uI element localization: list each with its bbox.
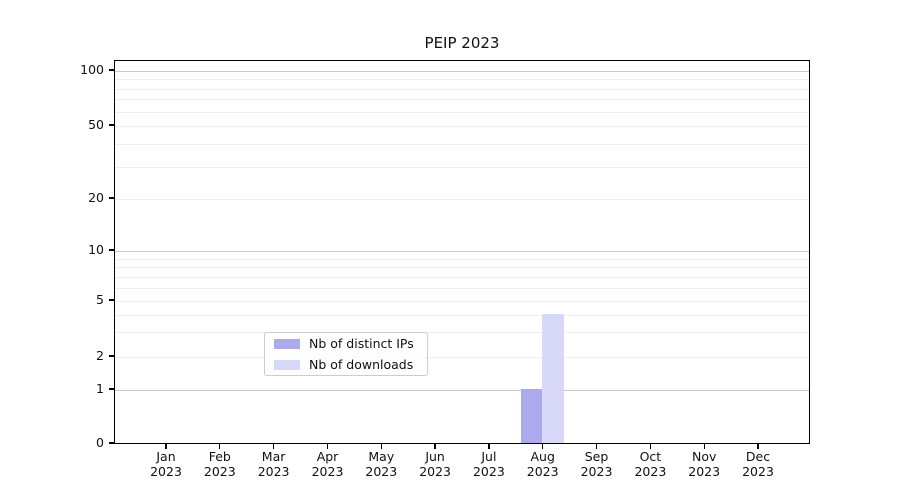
y-axis-tick-label: 20 [88, 190, 104, 205]
y-axis-tick-mark [109, 124, 114, 126]
y-axis-tick-mark [109, 355, 114, 357]
y-axis-tick-mark [109, 197, 114, 199]
x-axis-tick-mark [272, 444, 275, 449]
x-axis-tick-mark [488, 444, 490, 449]
bar-distinct-ips [520, 389, 543, 443]
x-axis-tick-mark [326, 444, 329, 449]
y-axis-tick-mark [109, 249, 114, 251]
y-axis-tick-mark [109, 299, 114, 301]
chart-title: PEIP 2023 [424, 34, 500, 52]
y-major-gridline [115, 71, 809, 72]
x-axis-tick-mark [757, 444, 759, 449]
x-axis-tick-label: Aug 2023 [526, 449, 559, 479]
legend-item-label: Nb of downloads [309, 357, 414, 372]
y-minor-gridline [115, 166, 809, 168]
x-axis-tick-mark [380, 444, 382, 449]
x-axis-tick-label: May 2023 [365, 449, 398, 479]
y-minor-gridline [115, 79, 809, 81]
y-minor-gridline [115, 258, 809, 260]
x-axis-tick-label: Oct 2023 [634, 449, 667, 479]
y-axis-tick-label: 5 [96, 292, 104, 307]
x-axis-tick-mark [434, 444, 436, 449]
x-axis-tick-mark [649, 444, 652, 449]
x-axis-tick-label: Feb 2023 [203, 449, 236, 479]
x-axis-tick-label: Mar 2023 [257, 449, 290, 479]
y-axis-tick-label: 2 [96, 348, 104, 363]
y-minor-gridline [115, 111, 809, 113]
y-minor-gridline [115, 301, 809, 302]
y-major-gridline [115, 390, 809, 391]
x-axis-tick-label: Jan 2023 [150, 449, 182, 479]
x-axis-tick-mark [703, 444, 705, 449]
y-axis-tick-label: 10 [88, 242, 104, 257]
y-minor-gridline [115, 314, 809, 316]
y-minor-gridline [115, 287, 809, 289]
y-axis-tick-mark [109, 442, 114, 444]
legend-item-label: Nb of distinct IPs [309, 336, 414, 351]
x-axis-tick-label: Nov 2023 [688, 449, 721, 479]
y-minor-gridline [115, 357, 809, 358]
y-axis-tick-label: 1 [96, 381, 104, 396]
y-major-gridline [115, 251, 809, 252]
x-axis-tick-label: Apr 2023 [311, 449, 344, 479]
x-axis-tick-mark [542, 444, 544, 449]
x-axis-tick-mark [165, 444, 167, 449]
legend-color-swatch [274, 338, 300, 349]
y-minor-gridline [115, 143, 809, 145]
x-axis-tick-mark [219, 444, 221, 449]
y-minor-gridline [115, 99, 809, 101]
x-axis-tick-label: Dec 2023 [742, 449, 774, 479]
y-minor-gridline [115, 126, 809, 127]
y-axis-tick-label: 0 [96, 435, 104, 450]
bar-downloads [542, 313, 564, 443]
x-axis-tick-label: Sep 2023 [580, 449, 613, 479]
y-axis-tick-mark [109, 388, 114, 390]
y-axis-tick-mark [109, 69, 114, 71]
y-minor-gridline [115, 267, 809, 269]
x-axis-tick-mark [595, 444, 598, 449]
legend: Nb of distinct IPs Nb of downloads [264, 332, 428, 376]
x-axis-tick-label: Jul 2023 [472, 449, 505, 479]
y-minor-gridline [115, 199, 809, 200]
y-axis-tick-label: 50 [88, 117, 104, 132]
legend-color-swatch [274, 359, 300, 370]
y-minor-gridline [115, 88, 809, 90]
y-axis-tick-label: 100 [80, 62, 104, 77]
y-minor-gridline [115, 276, 809, 278]
y-minor-gridline [115, 332, 809, 334]
legend-item: Nb of distinct IPs [274, 336, 427, 351]
x-axis-tick-label: Jun 2023 [419, 449, 451, 479]
legend-item: Nb of downloads [274, 357, 427, 372]
plot-area [114, 60, 810, 444]
